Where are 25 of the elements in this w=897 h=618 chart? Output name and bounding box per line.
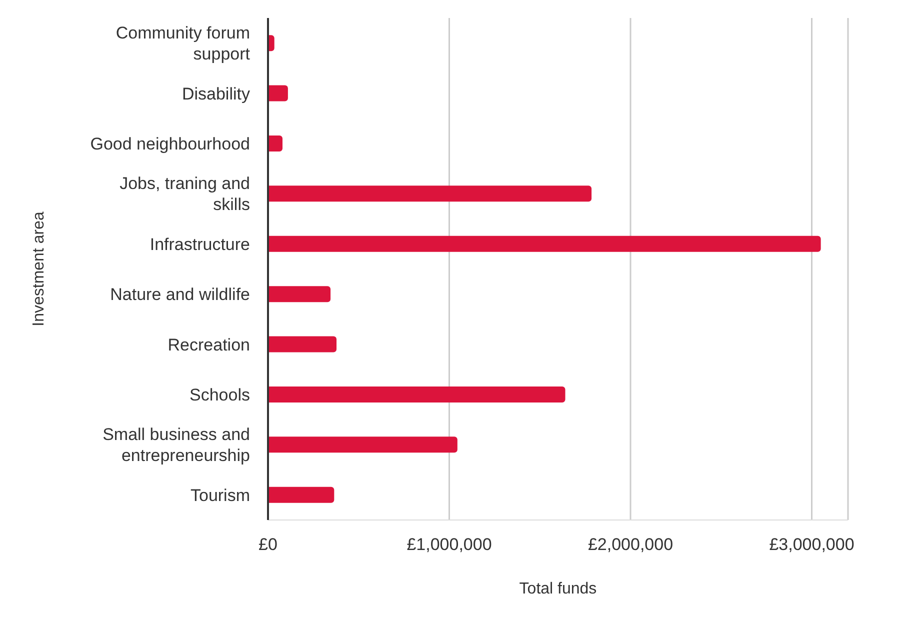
x-tick-label: £3,000,000 bbox=[769, 535, 854, 554]
bar bbox=[268, 186, 592, 202]
y-tick-label: Community forum support bbox=[116, 23, 250, 64]
bar bbox=[268, 286, 331, 302]
bar bbox=[268, 85, 288, 102]
bar bbox=[268, 436, 458, 453]
bar bbox=[268, 135, 282, 152]
y-tick-label: Nature and wildlife bbox=[110, 284, 250, 304]
y-tick-label: Tourism bbox=[190, 485, 250, 504]
y-tick-label: Disability bbox=[182, 84, 250, 103]
bar bbox=[268, 386, 566, 402]
x-tick-label: £1,000,000 bbox=[406, 535, 492, 554]
y-tick-label: Good neighbourhood bbox=[90, 134, 250, 153]
bar bbox=[268, 236, 821, 252]
y-axis-title: Investment area bbox=[30, 212, 48, 326]
bar bbox=[268, 486, 334, 503]
y-tick-label: Schools bbox=[190, 385, 250, 404]
x-axis-title: Total funds bbox=[519, 580, 597, 598]
x-tick-label: £0 bbox=[258, 535, 278, 554]
bar bbox=[268, 336, 337, 352]
y-tick-label: Recreation bbox=[168, 334, 250, 354]
y-tick-label: Small business and entrepreneurship bbox=[102, 424, 250, 465]
y-tick-label: Infrastructure bbox=[150, 234, 250, 254]
x-tick-label: £2,000,000 bbox=[588, 535, 674, 554]
y-tick-label: Jobs, traning and skills bbox=[120, 174, 250, 214]
